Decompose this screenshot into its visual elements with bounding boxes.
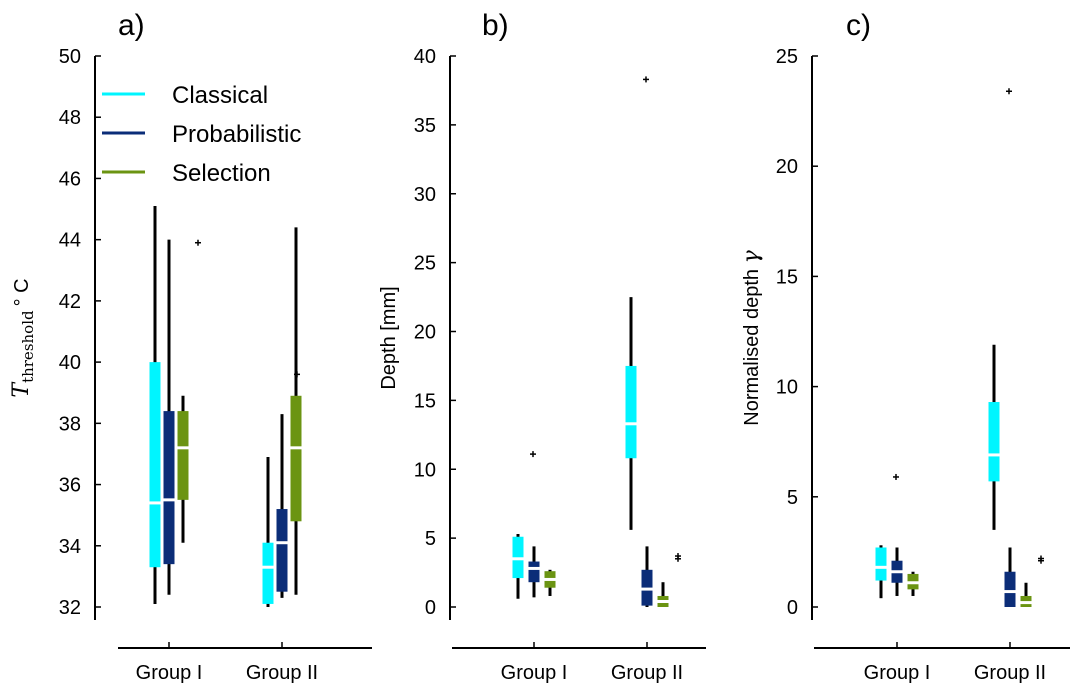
box-selection-2 <box>657 553 681 607</box>
box-probabilistic-2 <box>641 546 653 607</box>
y-axis-label: Tthreshold° C <box>9 278 37 397</box>
y-tick-label: 20 <box>776 156 798 178</box>
box-selection-1 <box>177 239 201 543</box>
y-tick-label: 50 <box>59 46 81 68</box>
box-body <box>1004 571 1016 607</box>
legend: Classical Probabilistic Selection <box>102 82 301 187</box>
outlier-point <box>1006 88 1012 95</box>
chart-panel-a: 32 34 36 38 40 42 44 46 48 50 Group I Group II a) Tth… <box>9 9 372 684</box>
box-probabilistic-2 <box>1004 547 1016 607</box>
y-tick-label: 25 <box>414 253 436 275</box>
y-tick-label: 35 <box>414 115 436 137</box>
y-tick-label: 46 <box>59 168 81 190</box>
y-tick-label: 34 <box>59 536 81 558</box>
y-tick-label: 0 <box>787 597 798 619</box>
box-probabilistic-1 <box>891 547 903 596</box>
box-selection-1 <box>544 569 556 596</box>
legend-label-classical: Classical <box>172 82 268 109</box>
y-tick-label: 32 <box>59 597 81 619</box>
chart-panel-b: 0 5 10 15 20 25 30 35 40 Group I Group II b) Depth [… <box>378 9 706 684</box>
outlier-point <box>675 553 681 560</box>
chart-panel-c: 0 5 10 15 20 25 Group I Group II c) Normalised de… <box>739 9 1070 684</box>
box-classical-1 <box>512 451 536 599</box>
y-tick-label: 30 <box>414 184 436 206</box>
box-body <box>528 561 540 583</box>
panel-label: a) <box>118 9 145 42</box>
panel-label: b) <box>482 9 509 42</box>
y-axis-label: Depth [mm] <box>378 286 400 389</box>
y-tick-label: 5 <box>425 528 436 550</box>
y-tick-label: 40 <box>59 352 81 374</box>
x-tick-label: Group II <box>611 662 683 684</box>
y-tick-label: 0 <box>425 597 436 619</box>
box-classical-2 <box>988 88 1012 530</box>
box-classical-2 <box>262 457 274 607</box>
box-body <box>290 395 302 522</box>
y-tick-label: 5 <box>787 487 798 509</box>
box-selection-1 <box>907 571 919 596</box>
box-classical-1 <box>875 473 899 599</box>
legend-label-probabilistic: Probabilistic <box>172 121 301 148</box>
box-body <box>276 509 288 592</box>
box-classical-1 <box>149 205 161 604</box>
y-tick-label: 36 <box>59 475 81 497</box>
y-tick-label: 20 <box>414 322 436 344</box>
box-body <box>149 362 161 568</box>
box-body <box>163 411 175 565</box>
y-tick-label: 10 <box>414 459 436 481</box>
x-tick-label: Group II <box>246 662 318 684</box>
y-tick-label: 48 <box>59 107 81 129</box>
y-tick-label: 15 <box>776 266 798 288</box>
panel-label: c) <box>846 9 871 42</box>
y-tick-label: 42 <box>59 291 81 313</box>
x-tick-label: Group I <box>501 662 568 684</box>
box-body <box>875 547 887 581</box>
y-tick-label: 25 <box>776 46 798 68</box>
box-selection-2 <box>1020 555 1044 607</box>
y-axis-label: Normalised depth γ <box>739 249 764 425</box>
box-probabilistic-1 <box>528 546 540 598</box>
outlier-point <box>893 473 899 480</box>
x-tick-label: Group I <box>136 662 203 684</box>
y-tick-label: 15 <box>414 390 436 412</box>
y-tick-label: 40 <box>414 46 436 68</box>
y-tick-label: 38 <box>59 413 81 435</box>
legend-label-selection: Selection <box>172 160 271 187</box>
outlier-point <box>1038 555 1044 562</box>
y-tick-label: 44 <box>59 230 81 252</box>
box-probabilistic-1 <box>163 239 175 595</box>
box-body <box>625 365 637 459</box>
box-body <box>262 542 274 604</box>
outlier-point <box>530 451 536 458</box>
box-body <box>988 402 1000 482</box>
outlier-point <box>643 76 649 83</box>
box-selection-2 <box>290 227 302 595</box>
x-tick-label: Group II <box>974 662 1046 684</box>
outlier-point <box>195 239 201 246</box>
box-classical-2 <box>625 76 649 530</box>
y-tick-label: 10 <box>776 377 798 399</box>
box-body <box>177 411 189 500</box>
x-tick-label: Group I <box>864 662 931 684</box>
